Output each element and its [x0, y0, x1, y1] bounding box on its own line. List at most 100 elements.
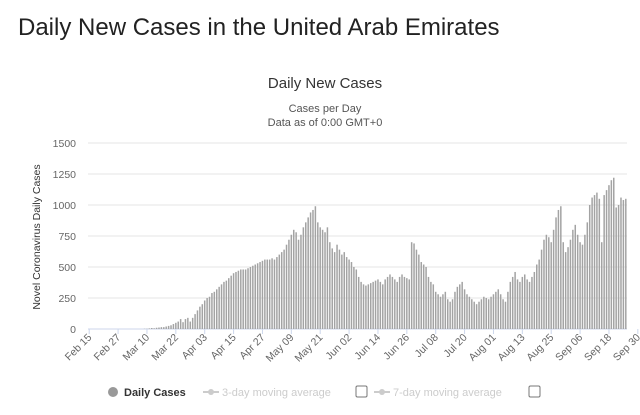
- bar: [463, 289, 466, 329]
- bar: [201, 304, 204, 329]
- checkbox-icon[interactable]: [528, 385, 541, 398]
- bar: [422, 264, 425, 329]
- bar: [206, 298, 208, 329]
- x-tick-label: Apr 15: [208, 332, 238, 362]
- bar: [215, 289, 218, 329]
- legend-marker-icon: [108, 387, 118, 397]
- bar: [569, 239, 572, 329]
- bar: [408, 279, 410, 329]
- bar: [403, 276, 406, 329]
- bar: [406, 278, 408, 329]
- y-tick-label: 250: [58, 293, 76, 305]
- bar: [329, 242, 331, 329]
- x-tick-label: Feb 15: [63, 332, 95, 364]
- bar: [466, 294, 468, 329]
- bar: [254, 264, 256, 329]
- x-tick-label: Apr 03: [179, 332, 209, 362]
- bar: [348, 259, 350, 329]
- bar: [377, 279, 379, 329]
- bar: [297, 239, 300, 329]
- bar: [191, 317, 194, 329]
- bar: [213, 291, 216, 329]
- bar: [620, 197, 622, 329]
- bar: [499, 294, 502, 329]
- bar: [497, 289, 500, 329]
- bar: [321, 229, 324, 329]
- bar: [384, 279, 386, 329]
- bar: [584, 234, 586, 329]
- bar: [581, 244, 584, 329]
- bar: [165, 326, 167, 329]
- bar: [362, 284, 365, 329]
- x-tick-label: May 21: [292, 332, 325, 365]
- bar: [588, 205, 591, 329]
- y-tick-label: 500: [58, 262, 76, 274]
- bar: [555, 217, 557, 329]
- bar: [622, 200, 625, 329]
- bar: [266, 259, 269, 329]
- bar: [389, 274, 391, 329]
- bar: [516, 279, 519, 329]
- bar: [396, 281, 398, 329]
- bar: [617, 205, 620, 329]
- bar: [596, 192, 598, 329]
- bar: [495, 291, 497, 329]
- bar: [531, 276, 533, 329]
- x-tick-label: Feb 27: [92, 332, 124, 364]
- bar: [273, 259, 276, 329]
- bar: [367, 284, 370, 329]
- legend-item-7-day-average[interactable]: 7-day moving average: [374, 385, 541, 399]
- bar: [430, 281, 432, 329]
- chart-subtitle-line-2: Data as of 0:00 GMT+0: [268, 117, 383, 129]
- bar: [538, 259, 540, 329]
- x-tick-label: Mar 22: [149, 332, 181, 364]
- bar: [240, 269, 242, 329]
- bar: [487, 299, 490, 329]
- bar: [317, 222, 319, 329]
- bar: [478, 301, 480, 329]
- bar: [324, 232, 326, 329]
- legend-item-daily-cases[interactable]: Daily Cases: [108, 387, 186, 399]
- bar: [523, 274, 526, 329]
- page-title: Daily New Cases in the United Arab Emira…: [18, 14, 500, 41]
- bar: [379, 281, 382, 329]
- bar: [264, 259, 266, 329]
- bar: [338, 249, 341, 329]
- bar: [608, 185, 610, 329]
- bar: [290, 234, 293, 329]
- bar: [309, 212, 312, 329]
- bar: [326, 227, 329, 329]
- x-tick-label: Aug 25: [524, 332, 556, 364]
- bar: [158, 327, 160, 329]
- bar: [591, 197, 593, 329]
- bar: [598, 198, 601, 329]
- legend-label: 3-day moving average: [222, 387, 331, 399]
- checkbox-icon[interactable]: [355, 385, 368, 398]
- bar: [437, 294, 439, 329]
- bar: [223, 281, 225, 329]
- bar: [610, 180, 613, 329]
- bar: [242, 269, 244, 329]
- bar: [579, 242, 581, 329]
- bar: [256, 263, 259, 329]
- bar: [357, 276, 360, 329]
- bar: [244, 269, 247, 329]
- bar: [511, 276, 514, 329]
- x-tick-label: Sep 30: [611, 332, 640, 364]
- bar: [434, 291, 437, 329]
- bar: [490, 296, 492, 329]
- bar: [365, 285, 367, 329]
- bar: [247, 268, 249, 329]
- x-tick-label: Jul 08: [413, 332, 441, 360]
- bar: [439, 296, 442, 329]
- bar: [292, 229, 295, 329]
- bar: [252, 265, 254, 329]
- bar: [444, 291, 447, 329]
- bar: [285, 244, 288, 329]
- legend-item-3-day-average[interactable]: 3-day moving average: [203, 385, 368, 399]
- bar: [386, 276, 389, 329]
- bar: [172, 324, 175, 329]
- bar: [526, 279, 528, 329]
- chart-title: Daily New Cases: [268, 75, 382, 92]
- legend-marker-icon: [208, 389, 214, 395]
